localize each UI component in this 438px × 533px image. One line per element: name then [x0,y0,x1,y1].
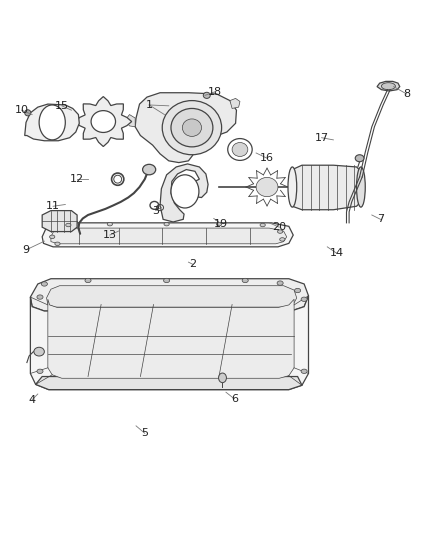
Ellipse shape [232,142,248,157]
Polygon shape [42,211,77,231]
Polygon shape [25,104,79,141]
Ellipse shape [203,92,210,99]
Ellipse shape [381,83,396,90]
Ellipse shape [256,177,278,197]
Ellipse shape [242,278,248,282]
Ellipse shape [278,230,283,233]
Text: 6: 6 [231,394,238,404]
Text: 8: 8 [403,89,410,99]
Polygon shape [30,279,308,311]
Ellipse shape [182,119,201,136]
Ellipse shape [49,235,55,239]
Ellipse shape [34,348,44,356]
Ellipse shape [37,369,43,374]
Text: 3: 3 [152,206,159,216]
Ellipse shape [171,108,213,147]
Ellipse shape [163,278,170,282]
Ellipse shape [143,164,155,175]
Text: 16: 16 [260,153,274,163]
Text: 15: 15 [55,101,69,111]
Ellipse shape [288,167,297,207]
Text: 19: 19 [214,219,228,229]
Ellipse shape [294,288,300,293]
Ellipse shape [171,175,199,208]
Polygon shape [51,228,287,244]
Text: 7: 7 [377,214,384,224]
Polygon shape [35,376,302,390]
Polygon shape [292,165,361,210]
Text: 18: 18 [208,87,222,97]
Text: 2: 2 [189,260,196,269]
Ellipse shape [25,110,31,116]
Ellipse shape [301,297,307,302]
Ellipse shape [301,369,307,374]
Text: 20: 20 [272,222,286,232]
Polygon shape [46,286,297,307]
Polygon shape [125,115,135,127]
Ellipse shape [164,222,169,226]
Text: 9: 9 [22,245,30,255]
Polygon shape [135,93,237,163]
Polygon shape [230,99,240,108]
Text: 14: 14 [330,248,344,259]
Polygon shape [42,223,293,247]
Ellipse shape [85,278,91,282]
Polygon shape [75,96,132,147]
Ellipse shape [41,282,47,286]
Ellipse shape [91,111,116,133]
Text: 12: 12 [70,174,84,184]
Ellipse shape [357,167,365,207]
Text: 1: 1 [146,100,152,110]
Text: 4: 4 [28,394,35,405]
Polygon shape [377,82,400,91]
Text: 17: 17 [314,133,328,143]
Ellipse shape [216,222,222,226]
Polygon shape [48,299,294,378]
Ellipse shape [107,222,113,226]
Polygon shape [160,164,208,222]
Ellipse shape [277,281,283,285]
Text: 5: 5 [141,429,148,438]
Ellipse shape [219,373,226,383]
Ellipse shape [355,155,364,161]
Text: 13: 13 [103,230,117,240]
Ellipse shape [162,101,222,155]
Text: 11: 11 [46,201,60,211]
Ellipse shape [39,105,65,140]
Ellipse shape [280,238,285,241]
Ellipse shape [260,223,265,227]
Ellipse shape [66,223,71,227]
Ellipse shape [55,242,60,246]
Polygon shape [30,296,308,390]
Text: 10: 10 [14,105,28,115]
Ellipse shape [37,295,43,299]
